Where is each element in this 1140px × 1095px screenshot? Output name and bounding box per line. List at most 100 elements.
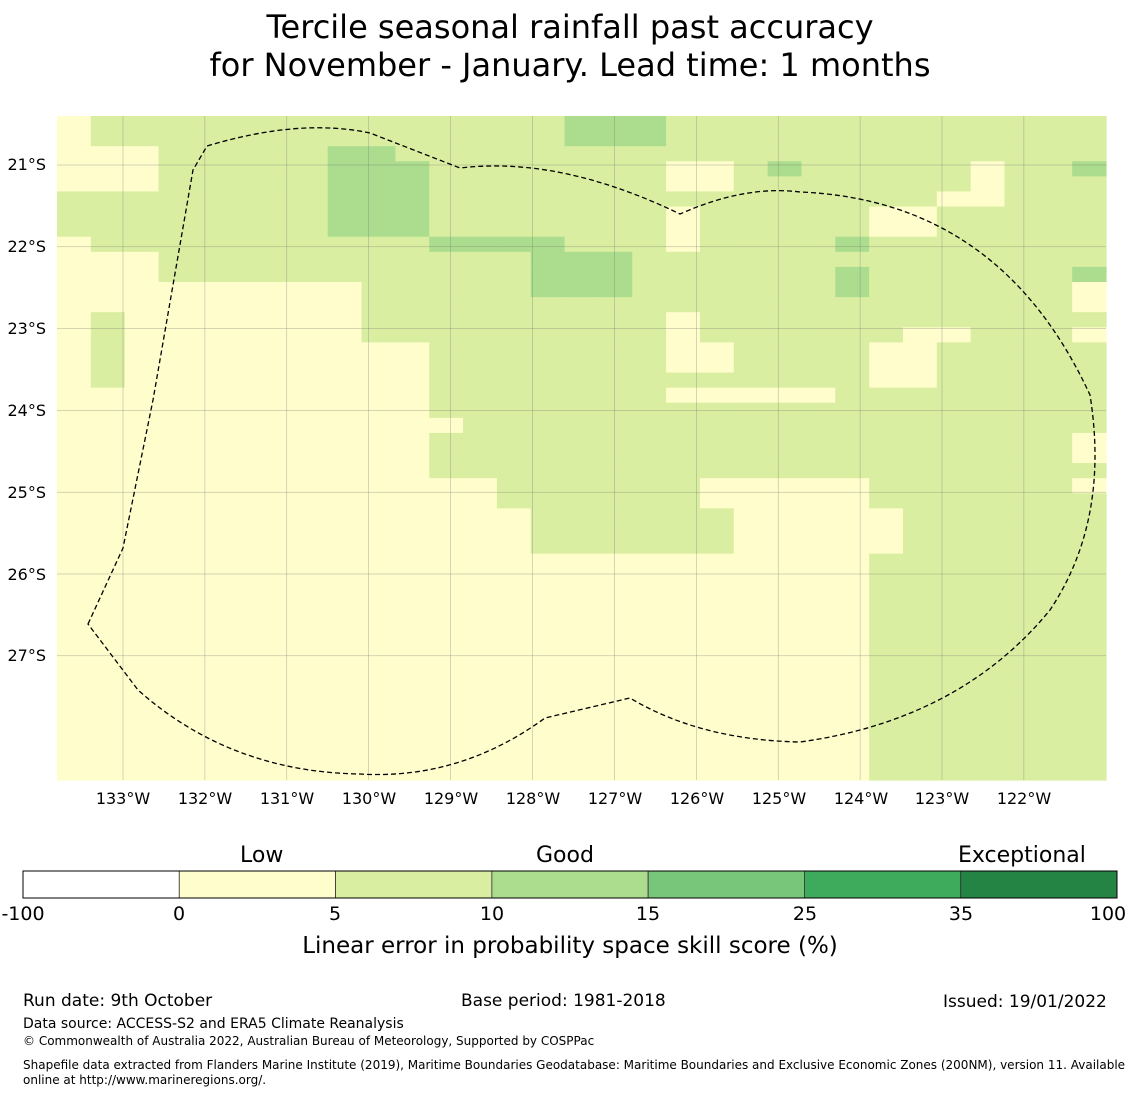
grid-cell bbox=[936, 251, 972, 268]
grid-cell bbox=[1072, 131, 1107, 147]
grid-cell bbox=[429, 372, 464, 389]
grid-cell bbox=[530, 508, 566, 525]
grid-cell bbox=[699, 614, 735, 630]
grid-cell bbox=[1072, 191, 1107, 208]
grid-cell bbox=[57, 749, 92, 766]
grid-cell bbox=[530, 463, 566, 479]
grid-cell bbox=[1004, 448, 1039, 464]
grid-cell bbox=[192, 493, 227, 509]
grid-cell bbox=[293, 478, 329, 494]
grid-cell bbox=[496, 583, 532, 600]
grid-cell bbox=[699, 553, 735, 570]
grid-cell bbox=[90, 583, 126, 600]
grid-cell bbox=[767, 221, 803, 238]
grid-cell bbox=[293, 372, 329, 389]
grid-cell bbox=[463, 432, 498, 449]
grid-cell bbox=[530, 191, 566, 208]
grid-cell bbox=[293, 236, 329, 253]
grid-cell bbox=[936, 417, 972, 434]
grid-cell bbox=[395, 644, 430, 660]
grid-cell bbox=[463, 523, 498, 540]
grid-cell bbox=[564, 644, 600, 660]
grid-cell bbox=[293, 689, 329, 706]
grid-cell bbox=[158, 116, 193, 132]
grid-cell bbox=[1038, 598, 1073, 615]
colorbar bbox=[22, 870, 1118, 899]
grid-cell bbox=[970, 236, 1006, 253]
grid-cell bbox=[327, 734, 363, 751]
grid-cell bbox=[835, 342, 870, 359]
grid-cell bbox=[970, 719, 1006, 736]
grid-cell bbox=[666, 266, 701, 283]
grid-cell bbox=[936, 493, 972, 509]
grid-cell bbox=[57, 417, 92, 434]
grid-cell bbox=[90, 689, 126, 706]
grid-cell bbox=[666, 583, 701, 600]
grid-cell bbox=[226, 583, 261, 600]
grid-cell bbox=[767, 614, 803, 630]
grid-cell bbox=[869, 674, 904, 691]
grid-cell bbox=[260, 191, 295, 208]
grid-cell bbox=[801, 327, 836, 343]
grid-cell bbox=[293, 221, 329, 238]
grid-cell bbox=[902, 432, 938, 449]
grid-cell bbox=[429, 689, 464, 706]
grid-cell bbox=[158, 493, 193, 509]
grid-cell bbox=[970, 206, 1006, 223]
colorbar-segment bbox=[804, 870, 962, 899]
grid-cell bbox=[395, 387, 430, 404]
grid-cell bbox=[260, 432, 295, 449]
grid-cell bbox=[1072, 387, 1107, 404]
grid-cell bbox=[869, 297, 904, 313]
grid-cell bbox=[90, 206, 126, 223]
grid-cell bbox=[1004, 236, 1039, 253]
grid-cell bbox=[767, 764, 803, 781]
grid-cell bbox=[835, 146, 870, 162]
grid-cell bbox=[835, 236, 870, 253]
grid-cell bbox=[361, 327, 396, 343]
grid-cell bbox=[395, 568, 430, 585]
grid-cell bbox=[902, 508, 938, 525]
grid-cell bbox=[293, 266, 329, 283]
grid-cell bbox=[902, 191, 938, 208]
grid-cell bbox=[463, 493, 498, 509]
issued-date: Issued: 19/01/2022 bbox=[943, 992, 1107, 1012]
grid-cell bbox=[192, 704, 227, 721]
grid-cell bbox=[260, 583, 295, 600]
grid-cell bbox=[260, 478, 295, 494]
grid-cell bbox=[835, 191, 870, 208]
grid-cell bbox=[869, 417, 904, 434]
grid-cell bbox=[226, 312, 261, 328]
grid-cell bbox=[699, 448, 735, 464]
grid-cell bbox=[936, 282, 972, 298]
grid-cell bbox=[936, 734, 972, 751]
grid-cell bbox=[192, 614, 227, 630]
grid-cell bbox=[57, 764, 92, 781]
grid-cell bbox=[226, 297, 261, 313]
colorbar-tick: 100 bbox=[1089, 903, 1127, 925]
grid-cell bbox=[564, 116, 600, 132]
grid-cell bbox=[192, 598, 227, 615]
grid-cell bbox=[90, 342, 126, 359]
grid-cell bbox=[564, 387, 600, 404]
grid-cell bbox=[970, 568, 1006, 585]
grid-cell bbox=[429, 312, 464, 328]
grid-cell bbox=[530, 266, 566, 283]
grid-cell bbox=[733, 508, 769, 525]
grid-cell bbox=[395, 251, 430, 268]
grid-cell bbox=[158, 478, 193, 494]
grid-cell bbox=[327, 659, 363, 675]
grid-cell bbox=[395, 463, 430, 479]
grid-cell bbox=[260, 749, 295, 766]
grid-cell bbox=[1004, 764, 1039, 781]
grid-cell bbox=[835, 297, 870, 313]
grid-cell bbox=[327, 583, 363, 600]
grid-cell bbox=[801, 629, 836, 645]
grid-cell bbox=[632, 704, 667, 721]
grid-cell bbox=[158, 146, 193, 162]
grid-cell bbox=[598, 357, 633, 374]
grid-cell bbox=[1038, 191, 1073, 208]
grid-cell bbox=[124, 734, 160, 751]
grid-cell bbox=[463, 508, 498, 525]
grid-cell bbox=[124, 146, 160, 162]
